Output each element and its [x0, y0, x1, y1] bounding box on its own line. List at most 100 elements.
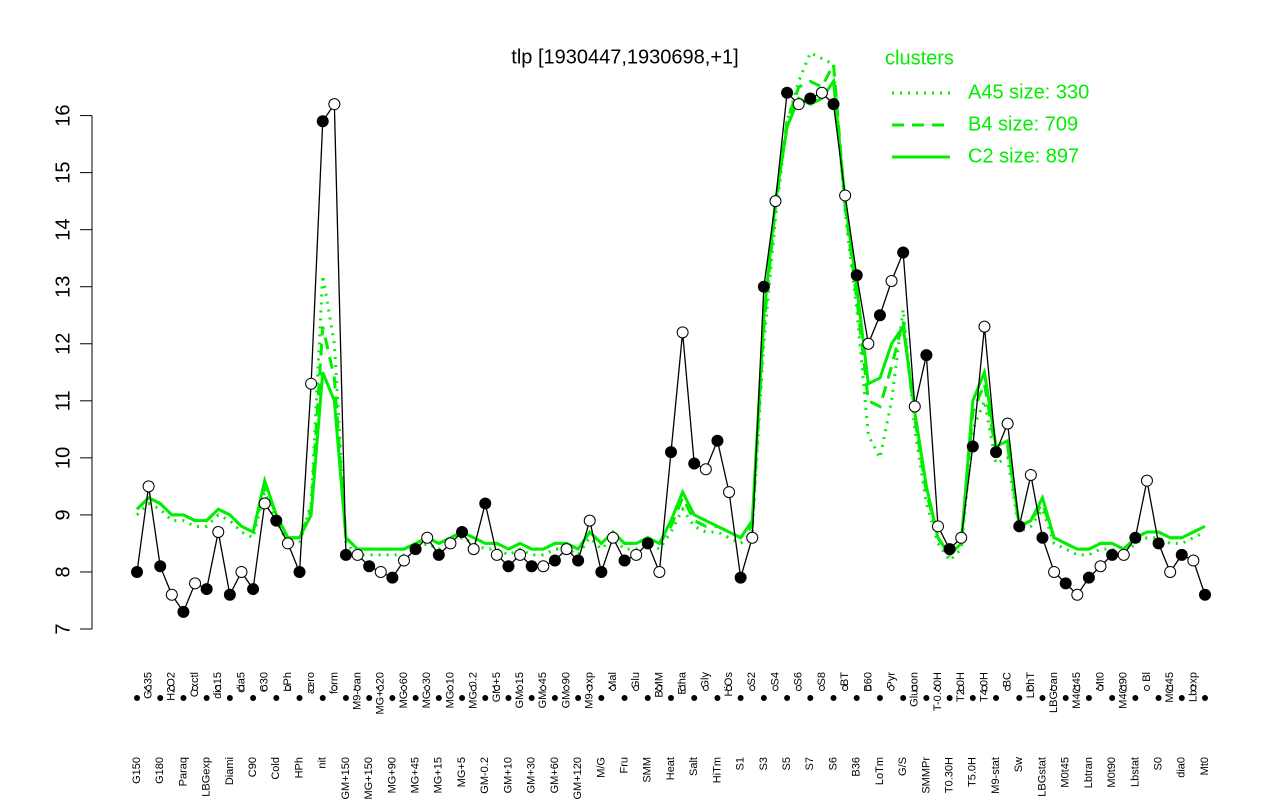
x-tick-label: Lbtran — [1083, 757, 1095, 788]
point — [943, 543, 956, 556]
x-dot — [958, 685, 965, 691]
series-line — [135, 77, 1206, 558]
point — [1071, 588, 1084, 601]
x-dot — [1155, 695, 1162, 701]
x-dot — [946, 695, 953, 701]
x-tick-label: dia0 — [1176, 757, 1188, 778]
point — [514, 548, 527, 561]
point — [421, 531, 434, 544]
x-dot — [969, 695, 976, 701]
point — [1106, 548, 1119, 561]
x-dot — [865, 685, 872, 691]
point — [781, 86, 794, 99]
point — [699, 463, 712, 476]
x-dot — [656, 685, 663, 691]
point — [1048, 565, 1061, 578]
x-dot — [215, 685, 222, 691]
y-tick-label: 14 — [52, 219, 74, 241]
x-dot — [342, 695, 349, 701]
x-tick-label: T-0.40H — [932, 672, 944, 711]
x-tick-label: C90 — [247, 757, 259, 777]
x-dot — [679, 685, 686, 691]
point — [293, 565, 306, 578]
x-tick-label: nit — [317, 757, 329, 769]
x-dot — [459, 695, 466, 701]
x-dot — [586, 685, 593, 691]
x-tick-label: G180 — [154, 757, 166, 784]
x-dot — [749, 685, 756, 691]
point — [595, 565, 608, 578]
point — [386, 571, 399, 584]
point — [839, 189, 852, 202]
x-dot — [795, 685, 802, 691]
x-dot — [319, 695, 326, 701]
legend-label: B4 size: 709 — [968, 113, 1078, 135]
x-dot — [145, 685, 152, 691]
x-tick-label: LBGexp — [201, 757, 213, 797]
x-tick-label: M/G — [595, 757, 607, 778]
point — [374, 565, 387, 578]
x-dot — [1132, 695, 1139, 701]
point — [1036, 531, 1049, 544]
point — [490, 548, 503, 561]
point — [641, 537, 654, 550]
x-dot — [737, 695, 744, 701]
x-dot — [273, 695, 280, 701]
point — [873, 309, 886, 322]
point — [258, 497, 271, 510]
point — [351, 548, 364, 561]
y-tick-label: 12 — [52, 333, 74, 355]
x-tick-label: S4 — [769, 672, 781, 685]
x-dot — [668, 695, 674, 701]
x-dot — [261, 685, 268, 691]
x-tick-label: M0t45 — [1060, 757, 1072, 788]
x-tick-label: G/S — [897, 757, 909, 776]
x-tick-label: GM+10 — [502, 757, 514, 793]
x-tick-label: C30 — [259, 672, 271, 692]
x-dot — [1004, 685, 1011, 691]
point — [1129, 531, 1142, 544]
x-dot — [157, 695, 164, 701]
point — [548, 554, 561, 567]
point — [467, 543, 480, 556]
point — [583, 514, 596, 527]
legend-title: clusters — [885, 47, 954, 69]
x-dot — [389, 695, 396, 701]
point — [1013, 520, 1026, 533]
point — [560, 543, 573, 556]
x-dot — [981, 685, 988, 691]
point — [885, 275, 898, 288]
point — [200, 583, 213, 596]
point — [746, 531, 759, 544]
x-tick-label: GM+120 — [572, 757, 584, 800]
x-dot — [784, 695, 791, 701]
x-dot — [900, 695, 907, 701]
x-dot — [876, 695, 883, 701]
point — [189, 577, 202, 590]
point — [479, 497, 492, 510]
point — [1175, 548, 1188, 561]
x-tick-label: GM+30 — [526, 757, 538, 793]
point — [653, 565, 666, 578]
x-dot — [470, 685, 477, 691]
x-tick-label: Heat — [665, 757, 677, 780]
x-tick-label: Gly — [700, 672, 712, 689]
x-dot — [621, 695, 628, 701]
x-dot — [447, 685, 454, 691]
x-dot — [1062, 695, 1069, 701]
x-tick-label: Mt0 — [1094, 672, 1106, 690]
x-tick-label: Lbstat — [1129, 757, 1141, 787]
x-tick-label: Salt — [688, 757, 700, 776]
x-dot — [1097, 685, 1104, 691]
point — [723, 486, 736, 499]
x-dot — [250, 695, 257, 701]
x-dot — [842, 685, 849, 691]
point — [305, 377, 318, 390]
x-tick-label: S0 — [1152, 757, 1164, 770]
x-tick-label: Diami — [224, 757, 236, 785]
point — [432, 548, 445, 561]
x-tick-label: S6 — [827, 757, 839, 770]
x-tick-label: Mt0 — [1199, 757, 1211, 775]
x-dot — [563, 685, 570, 691]
